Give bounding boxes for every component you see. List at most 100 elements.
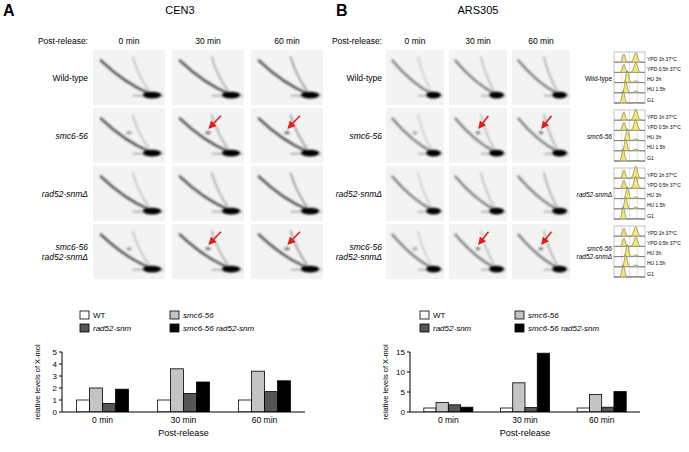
bar — [103, 404, 116, 412]
legend-label: WT — [433, 311, 446, 320]
y-arc — [455, 234, 496, 268]
x-spike — [212, 173, 229, 208]
gel-background — [386, 224, 444, 279]
label-line: rad52-snmΔ — [336, 189, 383, 199]
y-arc — [392, 176, 433, 210]
facs-histogram — [614, 255, 645, 266]
x-molecule-spot — [413, 131, 418, 134]
facs-baseline — [614, 150, 645, 151]
x-spike — [133, 115, 150, 150]
label-line: Wild-type — [53, 73, 89, 83]
monomer-spot — [426, 92, 441, 99]
facs-baseline — [614, 236, 645, 237]
label-line: smc6-56 — [55, 242, 88, 252]
gel-image — [172, 224, 244, 279]
monomer-spot — [552, 208, 567, 215]
red-arrow — [209, 116, 221, 128]
facs-histogram — [614, 63, 645, 73]
facs-sample-label: HU 1.5h — [647, 202, 666, 208]
x-spike — [481, 115, 494, 150]
gel-signal — [100, 173, 163, 215]
gel-signal — [455, 115, 506, 157]
legend-label: rad52-snm — [93, 324, 132, 333]
facs-baseline — [614, 140, 645, 141]
x-spike — [291, 115, 308, 150]
timepoint-label: 30 min — [465, 36, 491, 46]
x-axis — [62, 412, 305, 413]
x-spike — [133, 231, 150, 266]
x-tick-label: 30 min — [171, 415, 197, 425]
gel-image — [93, 50, 165, 105]
x-tick-label: 60 min — [252, 415, 278, 425]
y-tick — [59, 364, 62, 365]
monomer-spot — [426, 266, 441, 273]
facs-baseline — [614, 130, 645, 131]
facs-sample-label: G1 — [647, 213, 654, 219]
y-arc — [100, 118, 150, 152]
gel-image — [251, 166, 323, 221]
timepoint-label: 0 min — [119, 36, 140, 46]
gel-signal — [392, 115, 443, 157]
panel-title: CEN3 — [165, 4, 194, 16]
y-arc — [179, 118, 229, 152]
gel-signal — [258, 57, 321, 99]
time-heading: Post-release: — [332, 36, 382, 46]
x-axis — [410, 412, 640, 413]
bar — [90, 388, 103, 412]
x-spike — [212, 57, 229, 92]
bar — [461, 407, 473, 412]
facs-baseline — [614, 82, 645, 83]
legend-label: rad52-snm — [433, 324, 472, 333]
facs-sample-label: HU 1.5h — [647, 144, 666, 150]
gel-image — [386, 224, 444, 279]
y-tick — [59, 412, 62, 413]
x-spike — [291, 231, 308, 266]
facs-sample-label: YPD 1h 37°C — [647, 56, 677, 62]
y-arc — [100, 60, 150, 94]
red-arrow — [542, 232, 551, 244]
gel-signal — [392, 57, 443, 99]
bar — [424, 408, 436, 412]
bars — [424, 353, 626, 412]
x-spike — [544, 57, 557, 92]
monomer-spot — [143, 266, 162, 273]
gel-signal — [100, 115, 163, 157]
facs-histogram — [614, 53, 645, 63]
y-arc — [392, 118, 433, 152]
y-axis — [62, 352, 63, 412]
bar — [602, 407, 614, 412]
gel-image — [93, 166, 165, 221]
strain-label: smc6-56 — [349, 131, 382, 141]
gel-background — [386, 50, 444, 105]
gel-signal — [100, 57, 163, 99]
y-tick-label: 5 — [53, 348, 58, 357]
facs-histogram — [614, 109, 645, 120]
facs-sample-label: HU 3h — [647, 76, 661, 82]
y-tick — [407, 412, 410, 413]
strain-label: Wild-type — [53, 73, 89, 83]
y-arc — [392, 234, 433, 268]
y-tick-label: 3 — [53, 372, 58, 381]
x-spike — [418, 231, 431, 266]
x-molecule-spot — [539, 247, 544, 250]
gel-signal — [258, 173, 321, 215]
bar — [448, 405, 460, 412]
facs-frame — [614, 168, 645, 219]
x-spike — [212, 115, 229, 150]
facs-sample-label: YPD 1h 37°C — [647, 172, 677, 178]
facs-sample-label: HU 1.5h — [647, 86, 666, 92]
timepoint-label: 0 min — [405, 36, 426, 46]
facs-histogram — [614, 129, 645, 141]
legend-swatch — [515, 311, 524, 319]
gel-signal — [518, 231, 569, 273]
x-spike — [212, 231, 229, 266]
monomer-spot — [426, 208, 441, 215]
label-line: rad52-snmΔ — [577, 253, 612, 260]
monomer-spot — [301, 150, 320, 157]
gel-image — [172, 108, 244, 163]
gel-image — [172, 166, 244, 221]
facs-histogram — [614, 265, 645, 277]
timepoint-label: 60 min — [274, 36, 300, 46]
monomer-spot — [426, 150, 441, 157]
red-arrow — [288, 116, 300, 128]
